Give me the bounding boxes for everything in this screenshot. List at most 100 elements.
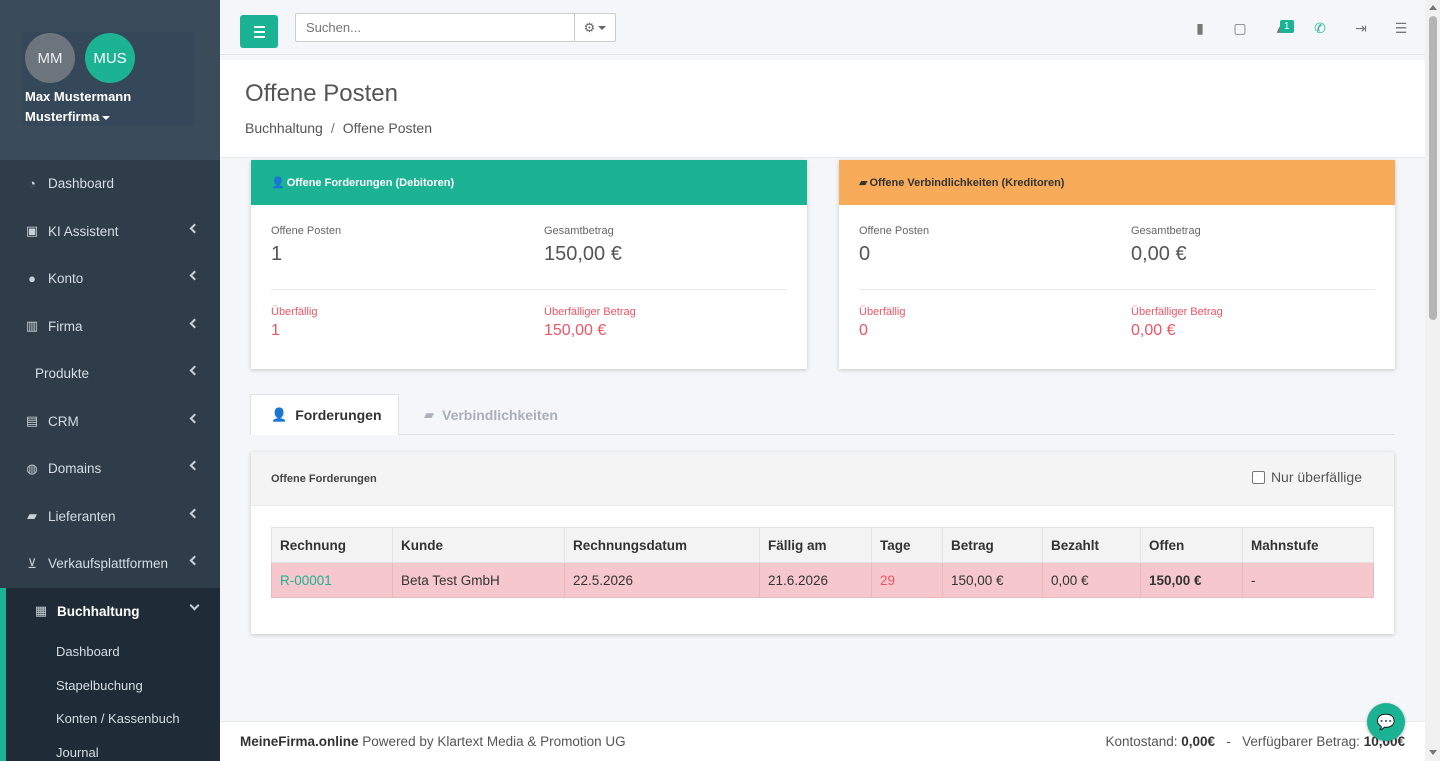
sidebar-item-label: Produkte — [35, 366, 90, 382]
truck-icon: ▰ — [859, 177, 868, 189]
panel-title: Offene Forderungen — [271, 473, 377, 485]
note-icon[interactable]: ▢ — [1233, 19, 1247, 36]
kreditoren-card: ▰ Offene Verbindlichkeiten (Kreditoren) … — [839, 160, 1395, 369]
robot-icon: ▣ — [25, 223, 39, 239]
avatar-primary[interactable]: MM — [25, 33, 75, 83]
column-header[interactable]: Fällig am — [759, 527, 872, 563]
truck-icon: ▰ — [27, 508, 37, 524]
tabs: 👤 Forderungen ▰ Verbindlichkeiten — [250, 394, 1395, 435]
overdue-filter-label: Nur überfällige — [1270, 469, 1362, 485]
page-scrollbar[interactable] — [1425, 0, 1440, 761]
debitoren-ueberfaelliger-betrag: Überfälliger Betrag 150,00 € — [544, 306, 636, 340]
sidebar-item-ki-assistent[interactable]: ▣ KI Assistent — [0, 208, 220, 256]
user-name: Max Mustermann — [25, 89, 132, 104]
address-card-icon: ▤ — [25, 413, 39, 429]
sidebar-subitem-stapelbuchung[interactable]: Stapelbuchung — [56, 677, 143, 693]
chat-button[interactable]: 💬 — [1367, 703, 1405, 741]
notification-badge: 1 — [1280, 20, 1294, 33]
bell-icon[interactable]: ▴1 — [1270, 16, 1294, 40]
sidebar-subitem-konten-kassenbuch[interactable]: Konten / Kassenbuch — [56, 711, 180, 727]
scroll-down-arrow-icon[interactable] — [1429, 750, 1437, 755]
table-cell: 29 — [871, 562, 943, 598]
invoice-link[interactable]: R-00001 — [271, 562, 393, 598]
column-header[interactable]: Kunde — [392, 527, 565, 563]
column-header[interactable]: Bezahlt — [1042, 527, 1141, 563]
truck-icon: ▰ — [424, 406, 434, 422]
sidebar-item-produkte[interactable]: Produkte — [0, 350, 220, 398]
column-header[interactable]: Mahnstufe — [1242, 527, 1374, 563]
phone-icon[interactable]: ✆ — [1314, 19, 1326, 36]
menu-toggle-button[interactable] — [240, 15, 278, 48]
tab-verbindlichkeiten[interactable]: ▰ Verbindlichkeiten — [404, 394, 578, 435]
footer-right: Kontostand: 0,00€ - Verfügbarer Betrag: … — [1105, 734, 1405, 749]
column-header[interactable]: Rechnungsdatum — [564, 527, 760, 563]
breadcrumb-item-buchhaltung[interactable]: Buchhaltung — [245, 120, 323, 136]
sidebar-item-domains[interactable]: ◍ Domains — [0, 445, 220, 493]
sidebar-item-crm[interactable]: ▤ CRM — [0, 398, 220, 446]
column-header[interactable]: Tage — [871, 527, 943, 563]
caret-down-icon — [598, 25, 607, 30]
sidebar-item-label: Konto — [48, 271, 84, 287]
stat-value: 150,00 € — [544, 322, 607, 339]
stat-value: 150,00 € — [544, 243, 622, 265]
sidebar-item-firma[interactable]: ▥ Firma — [0, 303, 220, 351]
table-cell: 22.5.2026 — [564, 562, 760, 598]
sidebar-item-dashboard[interactable]: ◔ Dashboard — [0, 160, 220, 208]
forderungen-table: Rechnung Kunde Rechnungsdatum Fällig am … — [271, 527, 1374, 598]
scroll-up-arrow-icon[interactable] — [1429, 5, 1437, 10]
chevron-left-icon — [189, 223, 200, 233]
debitoren-gesamtbetrag: Gesamtbetrag 150,00 € — [544, 225, 622, 266]
sidebar-subitem-journal[interactable]: Journal — [56, 744, 99, 760]
scroll-thumb[interactable] — [1429, 16, 1437, 320]
avatar-secondary[interactable]: MUS — [85, 33, 135, 83]
search-settings-button[interactable]: ⚙ — [574, 13, 616, 42]
sidebar-item-label: CRM — [48, 413, 79, 429]
sidebar-item-lieferanten[interactable]: ▰ Lieferanten — [0, 493, 220, 541]
server-icon[interactable]: ☰ — [1394, 19, 1408, 36]
tab-forderungen[interactable]: 👤 Forderungen — [250, 394, 399, 435]
stat-value: 1 — [271, 322, 280, 339]
stat-value: 0 — [859, 322, 868, 339]
logout-icon[interactable]: ⇥ — [1355, 19, 1367, 36]
page-title: Offene Posten — [245, 80, 398, 107]
table-header-row: Rechnung Kunde Rechnungsdatum Fällig am … — [271, 527, 1374, 563]
gear-icon: ⚙ — [583, 19, 596, 35]
stat-label: Gesamtbetrag — [1131, 225, 1201, 237]
users-icon: 👤 — [271, 177, 285, 189]
chevron-left-icon — [189, 318, 200, 328]
sidebar-item-buchhaltung[interactable]: ▦ Buchhaltung — [0, 587, 220, 635]
calculator-icon: ▦ — [34, 603, 48, 619]
table-cell: - — [1242, 562, 1374, 598]
divider — [859, 289, 1375, 290]
footer-brand: MeineFirma.online — [240, 734, 359, 749]
bookmark-icon[interactable]: ▮ — [1196, 19, 1204, 36]
page-header: Offene Posten Buchhaltung / Offene Posten — [220, 60, 1425, 158]
overdue-checkbox[interactable] — [1251, 470, 1265, 484]
user-icon: ● — [28, 271, 36, 287]
company-name: Musterfirma — [25, 109, 100, 124]
kontostand-label: Kontostand: — [1105, 734, 1178, 749]
chat-icon: 💬 — [1376, 714, 1396, 731]
company-dropdown[interactable]: Musterfirma — [25, 109, 111, 124]
stat-value: 0,00 € — [1131, 322, 1176, 339]
forderungen-panel: Offene Forderungen Nur überfällige Rechn… — [251, 452, 1394, 634]
overdue-filter[interactable]: Nur überfällige — [1251, 469, 1362, 485]
caret-down-icon — [102, 115, 111, 120]
footer: MeineFirma.online Powered by Klartext Me… — [220, 721, 1425, 761]
footer-separator: - — [1226, 734, 1231, 749]
chevron-left-icon — [189, 365, 200, 376]
debitoren-card: 👤 Offene Forderungen (Debitoren) Offene … — [251, 160, 807, 369]
sidebar-item-konto[interactable]: ● Konto — [0, 255, 220, 303]
sidebar-item-label: Dashboard — [48, 176, 115, 192]
sidebar-item-verkaufsplattformen[interactable]: ⊻ Verkaufsplattformen — [0, 540, 220, 588]
column-header[interactable]: Betrag — [942, 527, 1043, 563]
topbar: ⚙ ▮ ▢ ▴1 ✆ ⇥ ☰ — [220, 0, 1425, 55]
column-header[interactable]: Rechnung — [271, 527, 393, 563]
divider — [271, 289, 787, 290]
column-header[interactable]: Offen — [1140, 527, 1243, 563]
chevron-left-icon — [189, 460, 200, 471]
sidebar-subitem-dashboard[interactable]: Dashboard — [56, 644, 120, 660]
search-input[interactable] — [295, 13, 575, 42]
tachometer-icon: ◔ — [28, 176, 36, 192]
hamburger-icon — [253, 25, 265, 28]
